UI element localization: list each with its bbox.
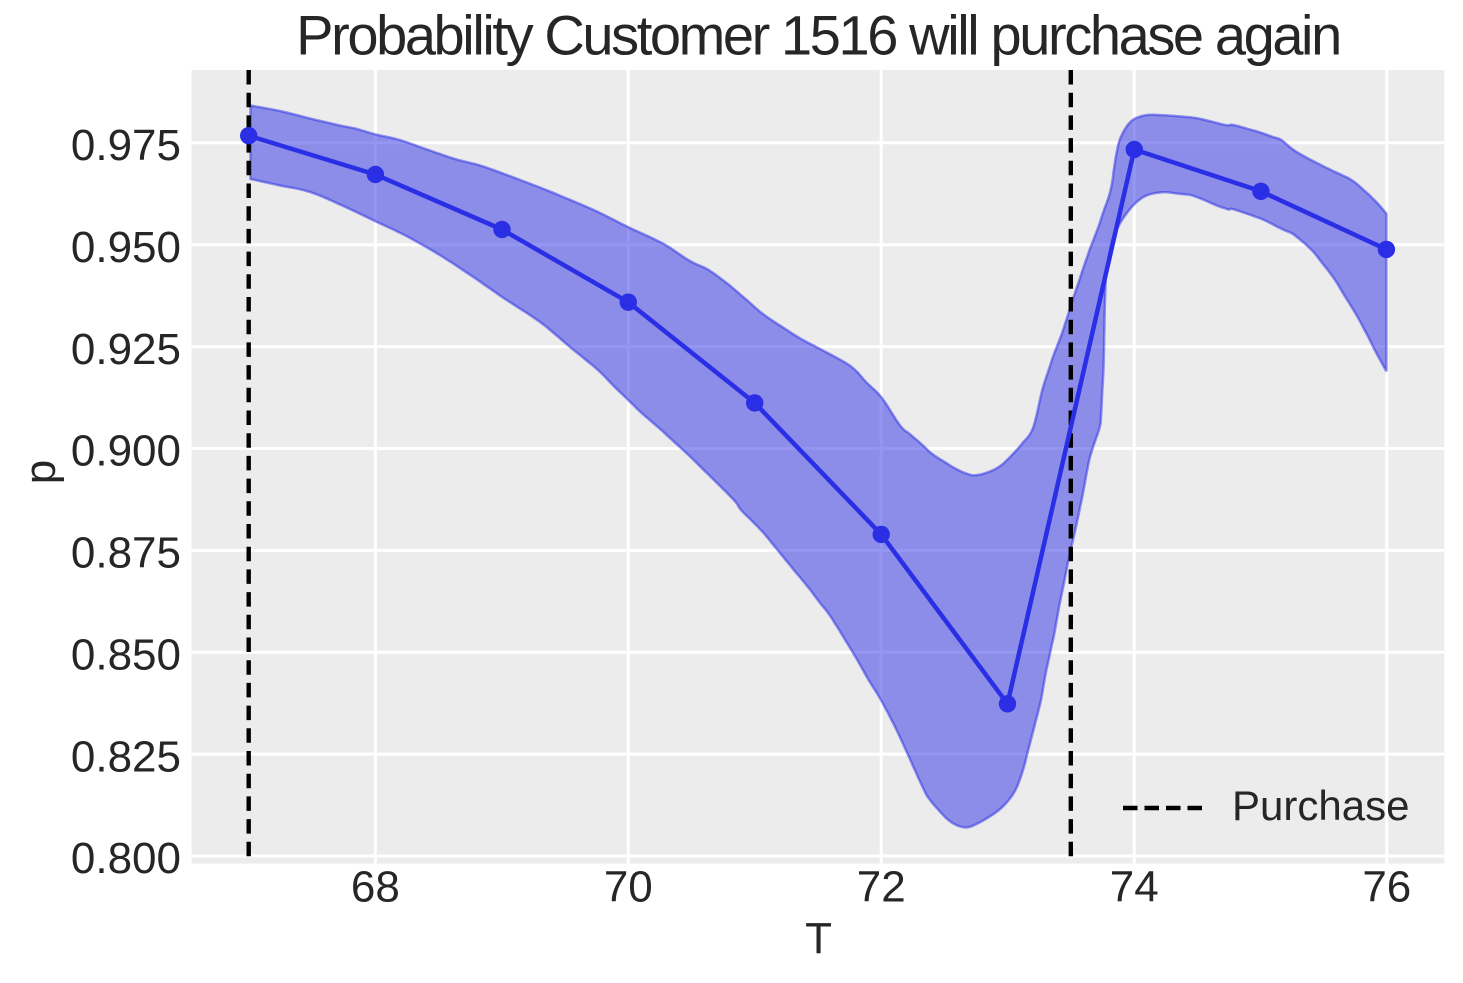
svg-text:0.925: 0.925	[71, 325, 181, 374]
svg-text:70: 70	[604, 863, 653, 912]
svg-text:72: 72	[857, 863, 906, 912]
svg-text:Purchase: Purchase	[1232, 782, 1409, 829]
svg-text:T: T	[805, 914, 832, 963]
svg-text:74: 74	[1110, 863, 1159, 912]
svg-text:p: p	[16, 460, 65, 484]
svg-text:0.975: 0.975	[71, 121, 181, 170]
svg-text:0.900: 0.900	[71, 427, 181, 476]
svg-text:0.950: 0.950	[71, 223, 181, 272]
svg-text:0.850: 0.850	[71, 630, 181, 679]
svg-text:0.800: 0.800	[71, 834, 181, 883]
svg-text:76: 76	[1362, 863, 1411, 912]
svg-text:0.825: 0.825	[71, 732, 181, 781]
svg-text:Probability Customer 1516 will: Probability Customer 1516 will purchase …	[296, 4, 1340, 67]
svg-text:68: 68	[351, 863, 400, 912]
svg-text:0.875: 0.875	[71, 529, 181, 578]
